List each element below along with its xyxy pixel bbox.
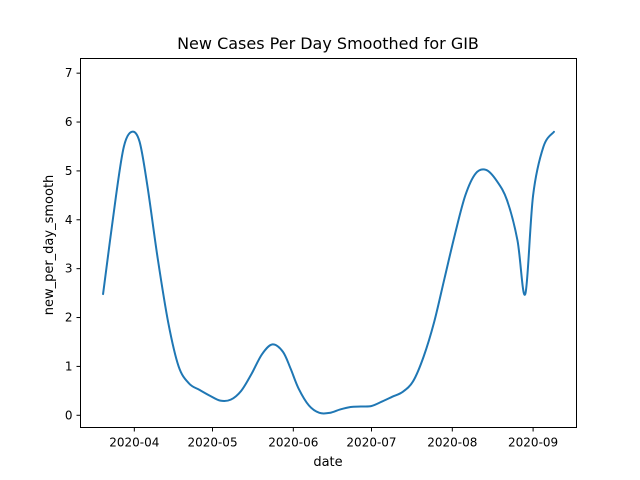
axes-frame (80, 58, 577, 428)
x-tick-label: 2020-06 (268, 436, 318, 450)
plot-area: 0 1 2 3 4 5 6 7 2020-04 2020-05 2020-06 2020-07 2020… (65, 66, 558, 449)
x-axis-label: date (313, 455, 342, 470)
y-tick-label: 4 (65, 213, 73, 227)
y-tick-label: 6 (65, 115, 73, 129)
y-tick-label: 7 (65, 66, 73, 80)
y-tick-label: 3 (65, 262, 73, 276)
y-tick-label: 1 (65, 359, 73, 373)
series-line (102, 130, 555, 415)
y-tick-label: 0 (65, 408, 73, 422)
x-tick-label: 2020-08 (427, 436, 477, 450)
x-tick-label: 2020-05 (187, 436, 237, 450)
y-tick-label: 2 (65, 311, 73, 325)
x-tick-label: 2020-09 (508, 436, 558, 450)
y-tick-label: 5 (65, 164, 73, 178)
x-tick-label: 2020-07 (346, 436, 396, 450)
y-axis-label: new_per_day_smooth (42, 175, 57, 316)
x-tick-label: 2020-04 (109, 436, 159, 450)
chart-title: New Cases Per Day Smoothed for GIB (177, 34, 479, 53)
